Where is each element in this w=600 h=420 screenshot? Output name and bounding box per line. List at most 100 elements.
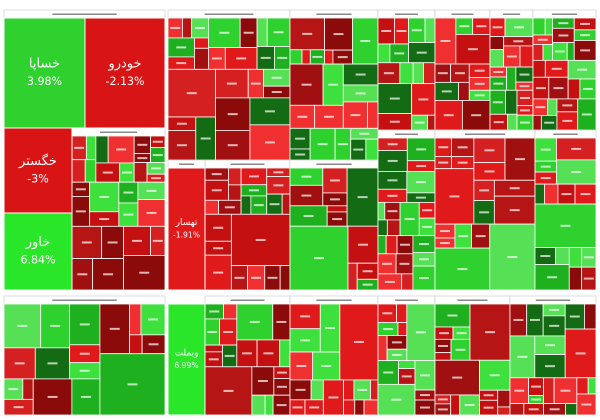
group-header-text — [395, 299, 418, 301]
tile — [427, 114, 436, 131]
tile-label — [211, 189, 222, 192]
tile — [497, 389, 511, 408]
group-header-text — [99, 131, 138, 133]
tile — [71, 159, 86, 183]
tile-label — [99, 218, 110, 221]
tile-label — [443, 114, 454, 117]
group-header-text — [502, 13, 521, 15]
tile — [194, 47, 209, 70]
tile-label — [224, 354, 235, 357]
tile-label — [271, 76, 282, 79]
tile-label — [251, 276, 262, 279]
tile-label — [17, 324, 28, 327]
tile-label — [314, 257, 325, 260]
tile-label — [152, 154, 163, 157]
tile-label — [476, 25, 487, 28]
tile-label — [357, 196, 368, 199]
tile-label — [414, 121, 425, 124]
tile-label — [561, 193, 572, 196]
tile-label — [99, 195, 110, 198]
tile-label — [148, 343, 159, 346]
tile-label — [517, 355, 528, 358]
tile — [399, 62, 414, 85]
tile-label — [509, 209, 520, 212]
tile-label — [151, 177, 162, 180]
tile-label — [452, 376, 463, 379]
tile — [289, 49, 303, 65]
tile-label — [554, 50, 565, 53]
tile-label — [152, 140, 163, 143]
tile-label — [418, 243, 429, 246]
tile — [458, 81, 470, 101]
tile-label — [394, 52, 405, 55]
tile-label — [102, 171, 113, 174]
tile-label — [241, 352, 252, 355]
tile-name: خودرو — [107, 56, 141, 71]
tile — [129, 334, 143, 355]
tile — [367, 101, 379, 129]
tile-label — [520, 109, 530, 112]
tile-label — [514, 26, 525, 29]
tile — [434, 352, 452, 361]
tile-label — [493, 82, 504, 85]
tile-label — [549, 324, 560, 327]
tile-label — [419, 374, 430, 377]
group-header-text — [457, 299, 488, 301]
tile-label — [355, 73, 366, 76]
tile-label — [176, 144, 187, 147]
tile — [423, 62, 436, 85]
tile-label — [474, 94, 485, 97]
tile-label — [440, 40, 451, 43]
tile-label — [273, 171, 284, 174]
tile — [228, 167, 242, 186]
tile-label — [560, 389, 571, 392]
tile-label — [297, 115, 308, 118]
tile-label — [248, 175, 259, 178]
tile-label — [519, 85, 530, 88]
tile-label — [459, 25, 470, 28]
tile-label — [383, 72, 394, 75]
tile-label — [485, 331, 496, 334]
tile-label — [387, 143, 398, 146]
tile-label — [277, 56, 288, 59]
tile — [584, 303, 597, 330]
tile — [133, 162, 148, 183]
tile — [223, 303, 238, 320]
tile-label — [137, 157, 148, 160]
tile — [84, 17, 166, 129]
group-header-text — [204, 13, 254, 15]
tile — [489, 36, 505, 51]
tile-label — [474, 82, 485, 85]
tile-label — [569, 315, 580, 318]
tile-label — [489, 374, 500, 377]
tile-label — [269, 203, 280, 206]
group-header-text — [230, 299, 265, 301]
tile-label — [295, 153, 306, 156]
tile-label — [350, 114, 361, 117]
tile-label — [271, 91, 282, 94]
tile-label — [211, 57, 222, 60]
tile — [543, 377, 555, 405]
tile-label — [147, 318, 158, 321]
tile-label — [441, 90, 452, 93]
tile-label — [208, 358, 219, 361]
tile — [129, 303, 142, 336]
tile-label — [227, 113, 238, 116]
tile-label — [415, 331, 426, 334]
tile — [397, 322, 408, 336]
group-header-text — [551, 13, 578, 15]
tile-label — [391, 341, 402, 344]
tile-label — [74, 146, 85, 149]
tile — [377, 43, 391, 64]
tile-label — [583, 277, 594, 280]
tile-label — [545, 365, 556, 368]
group-header-text — [395, 133, 418, 135]
tile-label — [223, 331, 234, 334]
tile-label — [418, 258, 429, 261]
tile — [587, 377, 597, 395]
tile — [568, 266, 583, 291]
tile-label — [583, 256, 594, 259]
tile-label — [328, 396, 339, 399]
tile-label — [139, 271, 150, 274]
tile — [509, 403, 525, 416]
